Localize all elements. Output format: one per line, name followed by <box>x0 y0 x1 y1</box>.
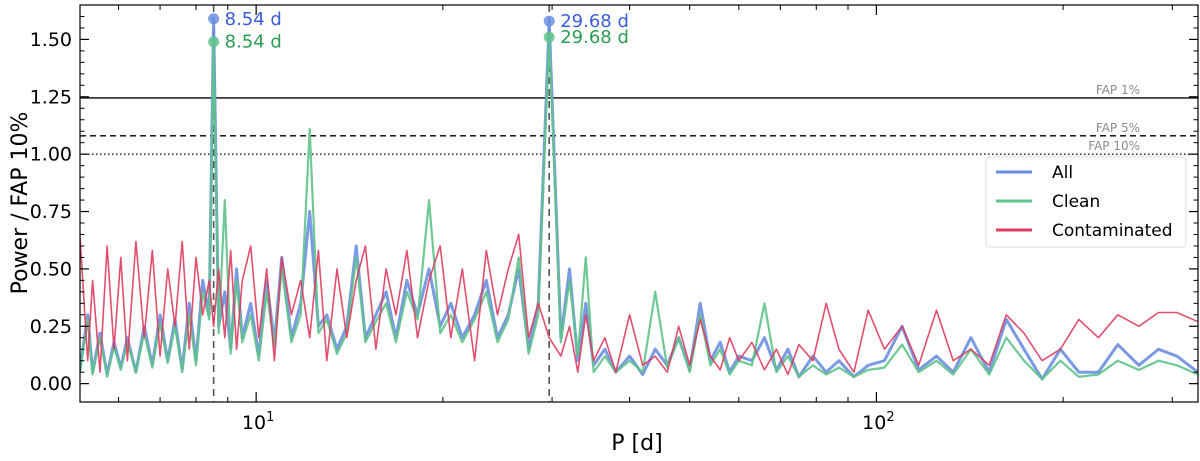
y-tick-label-6: 1.50 <box>30 29 72 51</box>
axes: 0.00 0.25 0.50 0.75 1.00 1.25 1.50 101 102 <box>30 5 1198 434</box>
fap-label-1: FAP 5% <box>1096 121 1140 135</box>
x-tick-label-1: 102 <box>862 410 894 434</box>
peak-marker-0 <box>208 13 220 25</box>
y-tick-label-5: 1.25 <box>30 86 72 108</box>
legend-label-all: All <box>1052 163 1073 183</box>
series-lines <box>80 17 1198 381</box>
peak-label-3: 29.68 d <box>560 27 629 48</box>
peak-marker-2 <box>543 15 555 27</box>
fap-label-0: FAP 1% <box>1096 83 1140 97</box>
peak-annotations: 8.54 d8.54 d 29.68 d29.68 d <box>208 9 629 53</box>
peak-label-0: 8.54 d <box>225 9 282 30</box>
peak-label-1: 8.54 d <box>225 32 282 53</box>
peak-label-2: 29.68 d <box>560 11 629 32</box>
fap-label-2: FAP 10% <box>1088 139 1140 153</box>
y-tick-label-1: 0.25 <box>30 316 72 338</box>
y-tick-label-2: 0.50 <box>30 258 72 280</box>
legend-label-clean: Clean <box>1052 192 1100 212</box>
peak-marker-3 <box>543 31 555 43</box>
y-tick-label-0: 0.00 <box>30 373 72 395</box>
series-line-contaminated <box>80 233 1198 376</box>
x-tick-label-0: 101 <box>242 410 274 434</box>
plot-frame <box>79 4 1199 403</box>
legend: All Clean Contaminated <box>985 156 1187 248</box>
y-tick-label-3: 0.75 <box>30 201 72 223</box>
period-markers <box>212 5 550 402</box>
y-axis-label: Power / FAP 10% <box>8 112 33 295</box>
fap-lines: FAP 1% FAP 5% FAP 10% <box>80 83 1198 155</box>
legend-box <box>985 156 1187 248</box>
legend-label-contaminated: Contaminated <box>1052 221 1173 241</box>
x-axis-label: P [d] <box>611 431 662 456</box>
y-tick-label-4: 1.00 <box>30 144 72 166</box>
peak-marker-1 <box>208 36 220 48</box>
